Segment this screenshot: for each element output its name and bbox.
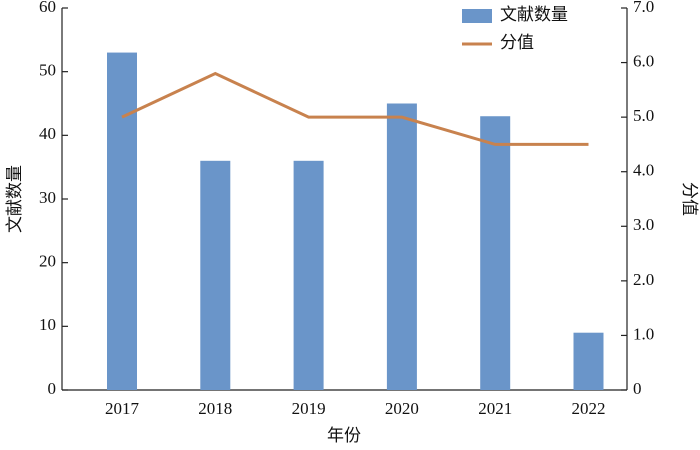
y2-axis-label: 分值 [680, 182, 699, 216]
bar [573, 332, 604, 390]
legend-label: 文献数量 [500, 5, 568, 24]
y-tick-label: 40 [39, 124, 56, 143]
y-tick-label: 50 [39, 61, 56, 80]
bar [480, 116, 511, 390]
bar [293, 160, 324, 390]
y2-tick-label: 7.0 [633, 0, 654, 16]
x-axis-label: 年份 [327, 426, 361, 445]
x-tick-label: 2018 [198, 399, 232, 418]
y-tick-label: 60 [39, 0, 56, 16]
x-tick-label: 2022 [572, 399, 606, 418]
y2-tick-label: 1.0 [633, 324, 654, 343]
y-tick-label: 20 [39, 252, 56, 271]
y-axis-label: 文献数量 [5, 165, 24, 233]
legend-label: 分值 [500, 33, 534, 52]
x-tick-label: 2021 [478, 399, 512, 418]
legend-swatch [462, 9, 492, 23]
y-tick-label: 30 [39, 188, 56, 207]
y2-tick-label: 0 [633, 379, 642, 398]
x-tick-label: 2019 [292, 399, 326, 418]
y2-tick-label: 2.0 [633, 270, 654, 289]
y-tick-label: 0 [48, 379, 57, 398]
x-tick-label: 2020 [385, 399, 419, 418]
y-tick-label: 10 [39, 315, 56, 334]
bar [200, 160, 231, 390]
bar [386, 103, 417, 390]
x-tick-label: 2017 [105, 399, 140, 418]
y2-tick-label: 4.0 [633, 161, 654, 180]
line [121, 71, 589, 146]
y2-tick-label: 3.0 [633, 215, 654, 234]
y2-tick-label: 5.0 [633, 106, 654, 125]
y2-tick-label: 6.0 [633, 51, 654, 70]
bar [107, 52, 137, 391]
